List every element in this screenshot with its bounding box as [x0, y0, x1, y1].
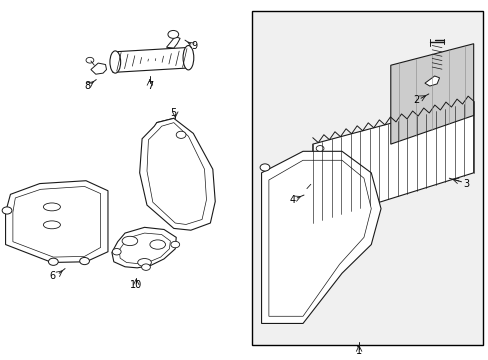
Polygon shape — [157, 118, 176, 132]
Polygon shape — [312, 101, 473, 223]
Circle shape — [112, 248, 121, 255]
Polygon shape — [13, 186, 101, 257]
Circle shape — [176, 131, 185, 138]
Circle shape — [260, 164, 269, 171]
Text: 10: 10 — [130, 280, 142, 291]
Text: 6: 6 — [50, 271, 56, 281]
Text: 7: 7 — [146, 81, 153, 91]
Polygon shape — [5, 181, 108, 262]
Polygon shape — [112, 227, 176, 268]
Text: 9: 9 — [191, 41, 198, 51]
Ellipse shape — [43, 221, 61, 229]
Polygon shape — [305, 188, 316, 195]
Polygon shape — [113, 47, 190, 72]
Text: 1: 1 — [355, 346, 362, 356]
Polygon shape — [119, 233, 170, 264]
Ellipse shape — [138, 258, 151, 266]
Circle shape — [2, 207, 12, 214]
Polygon shape — [159, 121, 173, 131]
Text: 4: 4 — [288, 195, 295, 205]
Text: 3: 3 — [463, 179, 469, 189]
Polygon shape — [140, 118, 215, 230]
Polygon shape — [424, 76, 439, 86]
Polygon shape — [91, 63, 106, 74]
Circle shape — [48, 258, 58, 265]
Bar — [251, 12, 483, 345]
Ellipse shape — [183, 45, 193, 70]
Polygon shape — [147, 123, 206, 225]
Circle shape — [80, 257, 89, 265]
Circle shape — [303, 192, 309, 197]
Polygon shape — [166, 37, 180, 48]
Circle shape — [167, 31, 178, 39]
Circle shape — [86, 57, 94, 63]
Polygon shape — [268, 160, 370, 316]
Text: 2: 2 — [412, 95, 418, 105]
Text: 5: 5 — [170, 108, 177, 118]
Ellipse shape — [43, 203, 61, 211]
Circle shape — [170, 241, 179, 248]
Circle shape — [316, 145, 324, 151]
Ellipse shape — [122, 236, 138, 246]
Polygon shape — [390, 44, 473, 144]
Ellipse shape — [110, 51, 121, 73]
Ellipse shape — [150, 240, 165, 249]
Circle shape — [142, 264, 150, 270]
Text: 8: 8 — [84, 81, 90, 91]
Polygon shape — [261, 151, 380, 323]
